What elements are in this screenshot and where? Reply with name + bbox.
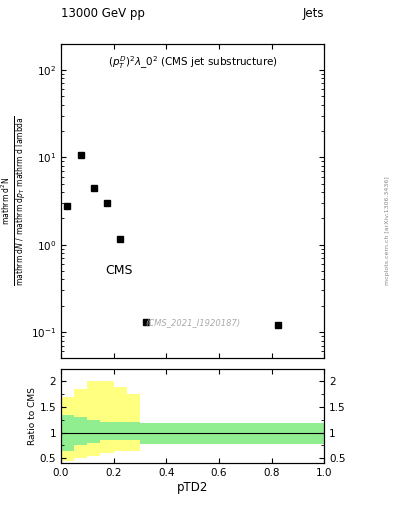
- Text: CMS: CMS: [106, 264, 133, 277]
- Text: mcplots.cern.ch [arXiv:1306.3436]: mcplots.cern.ch [arXiv:1306.3436]: [385, 176, 389, 285]
- X-axis label: pTD2: pTD2: [177, 481, 208, 494]
- Y-axis label: Ratio to CMS: Ratio to CMS: [28, 387, 37, 445]
- Y-axis label: mathrm d$^2$N
$\overline{\mathrm{mathrm\ d}N\ /\ \mathrm{mathrm\ d}p_\mathrm{T}\: mathrm d$^2$N $\overline{\mathrm{mathrm\…: [0, 116, 28, 286]
- Text: 13000 GeV pp: 13000 GeV pp: [61, 8, 145, 20]
- Text: $(p_T^D)^2\lambda\_0^2$ (CMS jet substructure): $(p_T^D)^2\lambda\_0^2$ (CMS jet substru…: [108, 55, 277, 71]
- Text: Jets: Jets: [303, 8, 324, 20]
- Text: (CMS_2021_I1920187): (CMS_2021_I1920187): [145, 318, 240, 327]
